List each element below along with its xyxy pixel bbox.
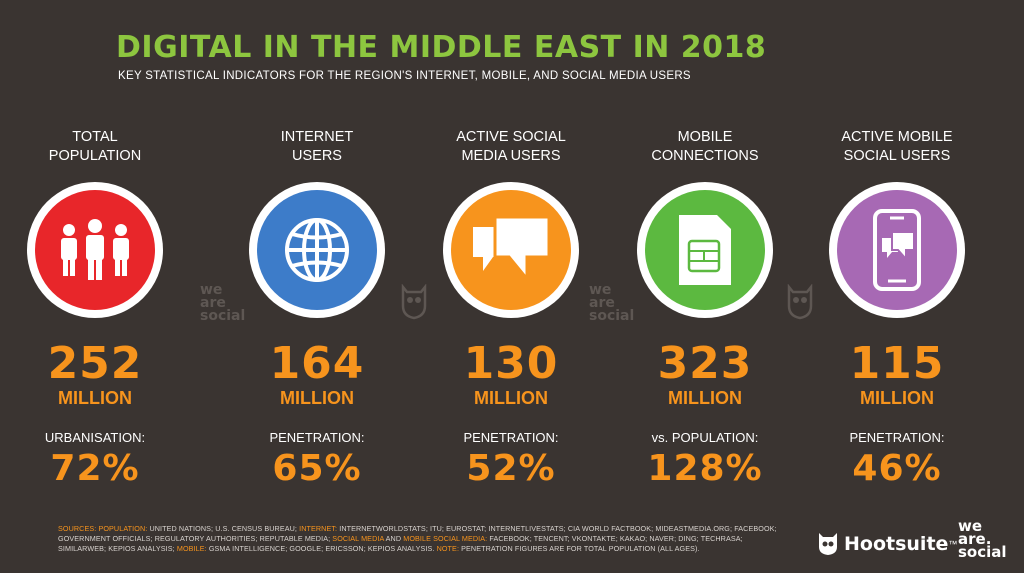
sim-card-icon xyxy=(645,190,765,310)
stat-label: MOBILE CONNECTIONS xyxy=(651,129,759,164)
icon-circle xyxy=(443,182,579,318)
trademark-mark: ™ xyxy=(948,539,958,549)
stat-value: 323 xyxy=(657,338,753,389)
stat-label: ACTIVE MOBILE SOCIAL USERS xyxy=(841,129,953,164)
hootsuite-logo: Hootsuite ™ xyxy=(818,532,957,556)
page-subtitle: KEY STATISTICAL INDICATORS FOR THE REGIO… xyxy=(118,70,691,82)
icon-circle xyxy=(249,182,385,318)
stat-sub-value: 72% xyxy=(50,448,140,489)
we-are-social-watermark: we are social xyxy=(589,282,635,324)
stat-sub-value: 52% xyxy=(466,448,556,489)
mobile-chat-icon xyxy=(837,190,957,310)
page-title: DIGITAL IN THE MIDDLE EAST IN 2018 xyxy=(116,30,767,65)
owl-watermark-icon xyxy=(401,284,427,320)
stat-unit: MILLION xyxy=(668,388,742,408)
owl-watermark-icon xyxy=(787,284,813,320)
stat-unit: MILLION xyxy=(474,388,548,408)
hootsuite-wordmark: Hootsuite xyxy=(844,533,949,555)
stat-sub-label: PENETRATION: xyxy=(463,430,559,445)
stat-unit: MILLION xyxy=(58,388,132,408)
icon-circle xyxy=(27,182,163,318)
chat-bubbles-icon xyxy=(451,190,571,310)
icon-circle xyxy=(829,182,965,318)
globe-icon xyxy=(257,190,377,310)
stat-value: 252 xyxy=(47,338,143,389)
we-are-social-watermark: we are social xyxy=(200,282,246,324)
stat-column-mobile-social: ACTIVE MOBILE SOCIAL USERS 115 MILLION P… xyxy=(802,0,992,510)
stat-value: 164 xyxy=(269,338,365,389)
stat-value: 130 xyxy=(463,338,559,389)
stat-unit: MILLION xyxy=(860,388,934,408)
people-icon xyxy=(35,190,155,310)
sources-note: SOURCES: POPULATION: UNITED NATIONS; U.S… xyxy=(58,524,777,553)
stat-sub-label: PENETRATION: xyxy=(269,430,365,445)
stat-sub-label: vs. POPULATION: xyxy=(651,430,759,445)
icon-circle xyxy=(637,182,773,318)
stat-label: ACTIVE SOCIAL MEDIA USERS xyxy=(456,129,566,164)
stat-column-population: TOTAL POPULATION 252 MILLION URBANISATIO… xyxy=(0,0,190,510)
stat-sub-value: 128% xyxy=(647,448,763,489)
we-are-social-logo: we are. social xyxy=(958,517,1007,561)
hootsuite-owl-icon xyxy=(819,533,837,555)
stat-sub-label: URBANISATION: xyxy=(44,430,146,445)
stat-value: 115 xyxy=(849,338,945,389)
stat-unit: MILLION xyxy=(280,388,354,408)
stat-label: INTERNET USERS xyxy=(280,129,354,164)
stat-column-social: ACTIVE SOCIAL MEDIA USERS 130 MILLION PE… xyxy=(416,0,606,510)
stat-sub-value: 65% xyxy=(272,448,362,489)
stat-column-mobile: MOBILE CONNECTIONS 323 MILLION vs. POPUL… xyxy=(610,0,800,510)
stat-label: TOTAL POPULATION xyxy=(48,129,142,164)
stat-column-internet: INTERNET USERS 164 MILLION PENETRATION: … xyxy=(222,0,412,510)
stat-sub-label: PENETRATION: xyxy=(849,430,945,445)
stat-sub-value: 46% xyxy=(852,448,942,489)
